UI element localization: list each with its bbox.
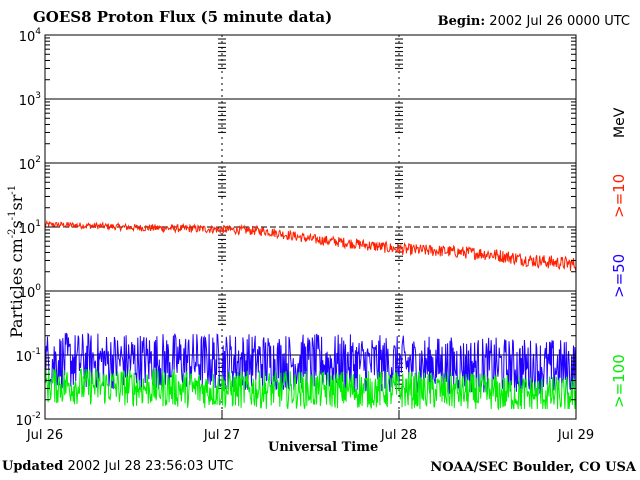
begin-label: Begin: [437, 14, 486, 29]
legend-entry: >=100 [610, 354, 628, 408]
y-axis-label: Particles cm-2s-1sr-1 [7, 185, 26, 338]
legend-entry: >=50 [610, 254, 628, 298]
y-tick-label: 103 [19, 91, 41, 109]
x-tick-label: Jul 27 [203, 428, 240, 443]
series-group [44, 219, 577, 411]
y-tick-label: 102 [19, 155, 41, 173]
series-line-ge10 [44, 219, 577, 272]
x-tick-label: Jul 29 [557, 428, 594, 443]
y-tick-label: 10-2 [15, 411, 41, 429]
begin-value: 2002 Jul 26 0000 UTC [489, 14, 630, 29]
y-tick-label: 100 [19, 283, 42, 301]
x-axis-ticks: Jul 26 Jul 27 Jul 28 Jul 29 [26, 410, 594, 443]
updated-label: Updated [2, 459, 64, 474]
y-tick-label: 10-1 [15, 347, 41, 365]
updated-time: Updated 2002 Jul 28 23:56:03 UTC [2, 459, 233, 474]
x-axis-label: Universal Time [268, 440, 379, 455]
y-tick-label: 101 [19, 219, 41, 237]
page-title: GOES8 Proton Flux (5 minute data) [33, 8, 333, 26]
legend-units: MeV [612, 107, 628, 138]
credit: NOAA/SEC Boulder, CO USA [430, 460, 636, 475]
x-tick-label: Jul 28 [380, 428, 417, 443]
legend: MeV >=10 >=50 >=100 [610, 107, 628, 408]
begin-time: Begin: 2002 Jul 26 0000 UTC [438, 14, 630, 29]
y-tick-label: 104 [19, 27, 42, 45]
x-tick-label: Jul 26 [26, 428, 63, 443]
series-line-ge100 [44, 367, 577, 411]
updated-value: 2002 Jul 28 23:56:03 UTC [67, 459, 234, 474]
legend-entry: >=10 [610, 174, 628, 218]
y-axis-ticks: 10-2 10-1 100 101 102 103 104 [15, 27, 576, 429]
